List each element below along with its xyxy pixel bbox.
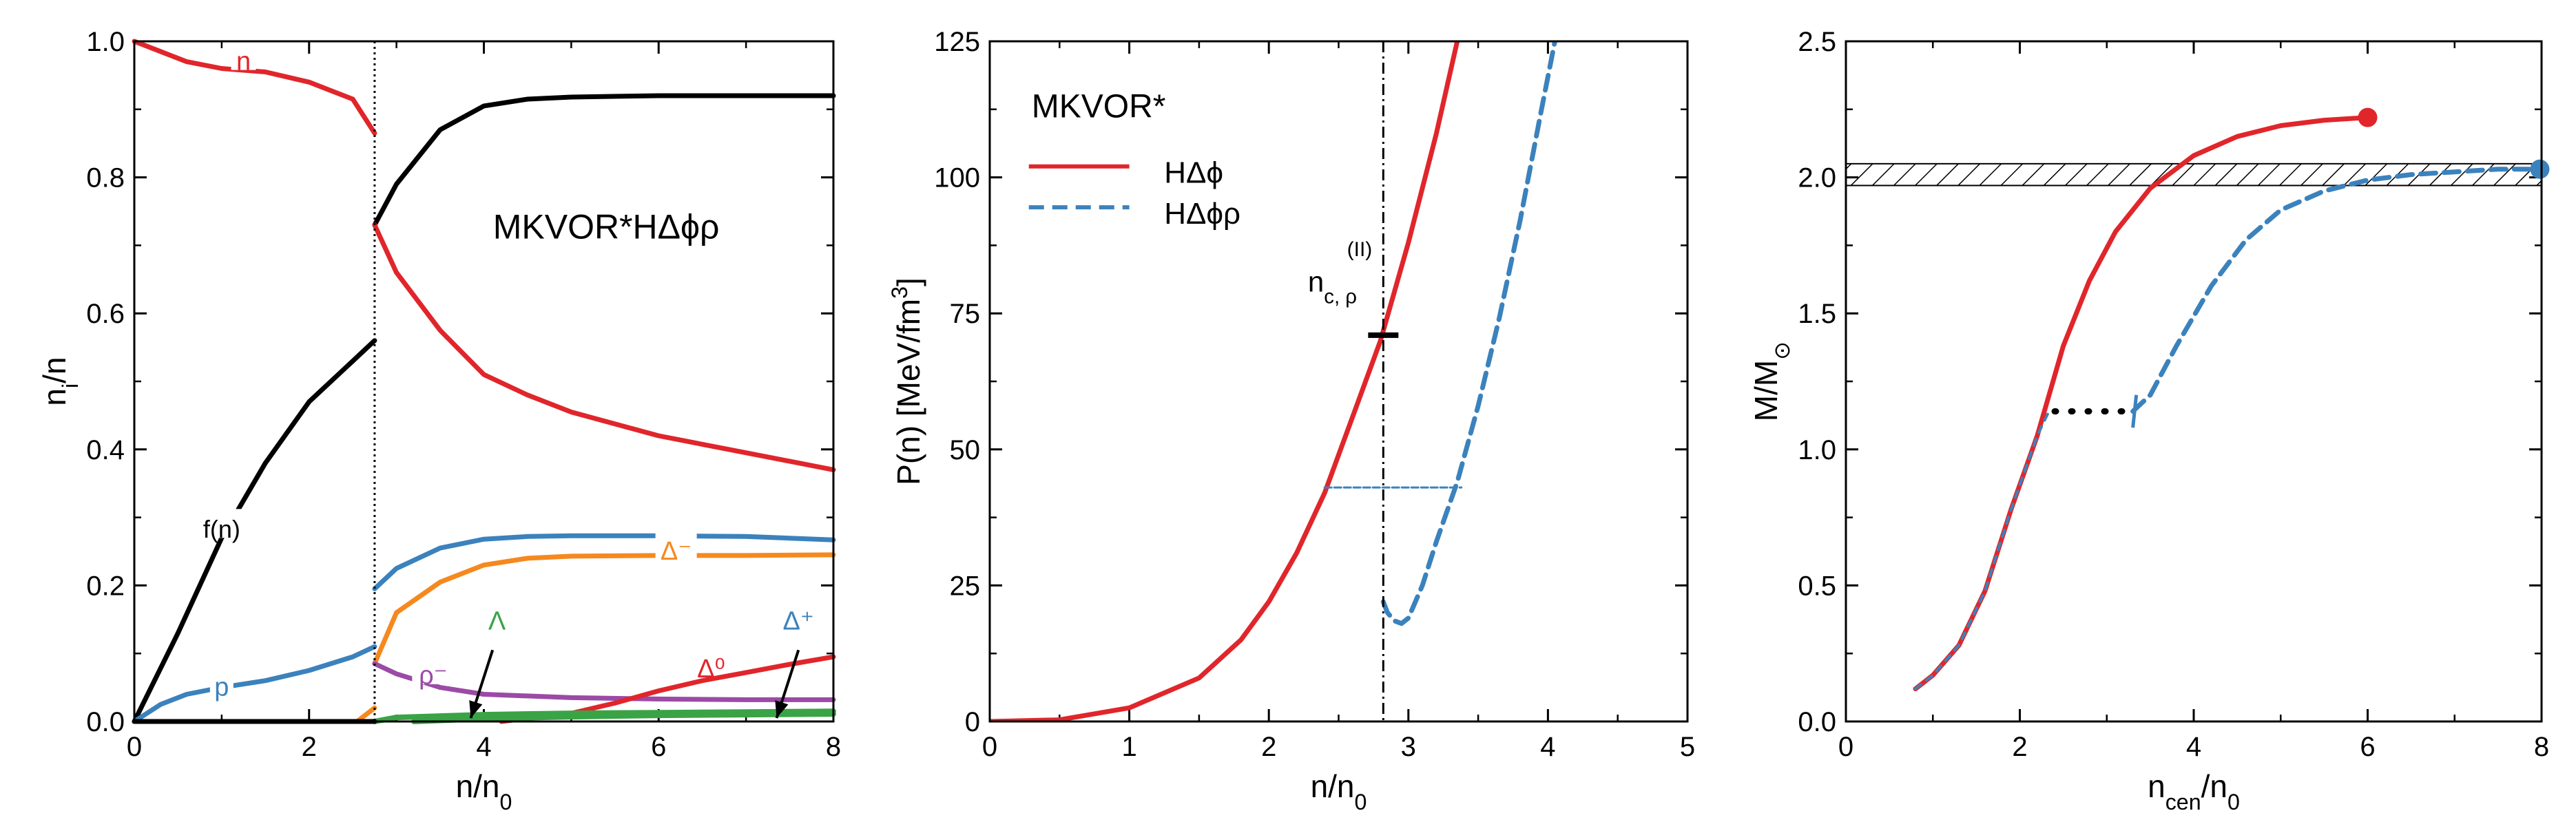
legend-label-H-delta-phi-rho: HΔϕρ [1164,197,1240,231]
x-axis-label: ncen/n0 [2148,768,2240,814]
label-delta-zero: Δ⁰ [697,655,725,684]
max-mass-point-2 [2530,159,2550,179]
y-axis-label: M/M⊙ [1748,341,1794,421]
x-axis-label: n/n0 [1311,768,1367,814]
x-tick-label: 4 [2186,732,2201,762]
arrow-delta-plus-head [775,700,789,719]
series-Δ⁺ [411,711,836,724]
label-background [190,509,253,538]
y-tick-label: 0.5 [1798,571,1836,601]
x-tick-label: 5 [1680,732,1695,762]
series-ρ⁻ [372,661,836,702]
critical-density-sup: (II) [1347,238,1373,261]
y-tick-label: 2.5 [1798,27,1836,57]
x-tick-label: 1 [1121,732,1136,762]
x-axis-label: n/n0 [456,768,512,814]
y-tick-label: 1.5 [1798,299,1836,329]
y-tick-label: 0.6 [86,299,125,329]
x-tick-label: 8 [826,732,841,762]
arrow-lambda-head [469,700,483,719]
x-tick-label: 8 [2534,732,2549,762]
series-H-delta-phi-rho [2130,167,2544,414]
panel-2-curves [990,41,1557,721]
y-tick-label: 25 [950,571,981,601]
label-delta-minus: Δ⁻ [661,537,692,566]
label-delta-plus: Δ⁺ [783,607,814,636]
series-H-delta-phi [990,41,1460,721]
y-tick-label: 1.0 [1798,435,1836,465]
branch-start-mark [2131,394,2139,428]
x-tick-label: 2 [302,732,317,762]
series-Δ⁻-II [372,552,836,666]
y-tick-label: 1.0 [86,27,125,57]
label-lambda: Λ [488,607,506,636]
series-f(n)-II [372,93,836,228]
y-axis-label: ni/n [37,357,83,405]
plot-frame [988,40,1689,723]
legend-title: MKVOR* [1032,89,1166,125]
y-tick-label: 0.0 [86,707,125,737]
label-background [231,42,256,70]
y-tick-label: 50 [950,435,981,465]
y-tick-label: 125 [934,27,980,57]
max-mass-point-1 [2358,107,2378,127]
series-H-delta-phi-rho [1380,41,1557,626]
y-tick-label: 2.0 [1798,163,1836,193]
panel-3: 0 2 4 6 8 0.0 0.5 1.0 1.5 2.0 2.5 ncen/n0 M/M⊙ [1748,27,2550,814]
label-fn: f(n) [203,515,240,543]
x-tick-label: 4 [1540,732,1555,762]
y-tick-label: 0 [965,707,980,737]
y-axis-label: P(n) [MeV/fm3] [887,277,926,485]
critical-density-label: nc, ρ [1308,266,1357,308]
y-tick-label: 0.0 [1798,707,1836,737]
series-n-II [372,222,836,472]
x-tick-label: 0 [982,732,997,762]
y-tick-label: 75 [950,299,981,329]
label-p: p [214,673,229,702]
x-tick-label: 6 [2360,732,2375,762]
series-p [132,644,377,724]
x-tick-label: 0 [127,732,142,762]
legend: MKVOR* HΔϕ HΔϕρ [1028,89,1240,231]
y-tick-label: 0.2 [86,571,125,601]
y-tick-label: 100 [934,163,980,193]
panel-1: 0 2 4 6 8 0.0 0.2 0.4 0.6 0.8 1.0 n f(n) p Δ⁻ ρ⁻ Δ⁰ Δ⁺ Λ MK… [37,27,841,814]
series-p-II [372,533,836,591]
label-n: n [236,47,251,76]
x-tick-label: 6 [651,732,666,762]
x-tick-label: 2 [1261,732,1276,762]
series-f(n) [132,338,377,724]
label-background [412,655,451,684]
series-n [132,39,377,136]
label-background [209,666,233,695]
x-tick-label: 0 [1838,732,1853,762]
y-tick-label: 0.4 [86,435,125,465]
x-tick-label: 2 [2012,732,2027,762]
x-tick-label: 4 [476,732,491,762]
plot-frame [133,40,835,723]
y-tick-label: 0.8 [86,163,125,193]
plot-frame [1845,40,2543,723]
legend-label-H-delta-phi: HΔϕ [1164,156,1223,190]
panel-1-title: MKVOR*HΔϕρ [493,208,720,246]
label-rho-minus: ρ⁻ [419,662,448,690]
label-background [655,530,697,560]
x-tick-label: 3 [1401,732,1416,762]
